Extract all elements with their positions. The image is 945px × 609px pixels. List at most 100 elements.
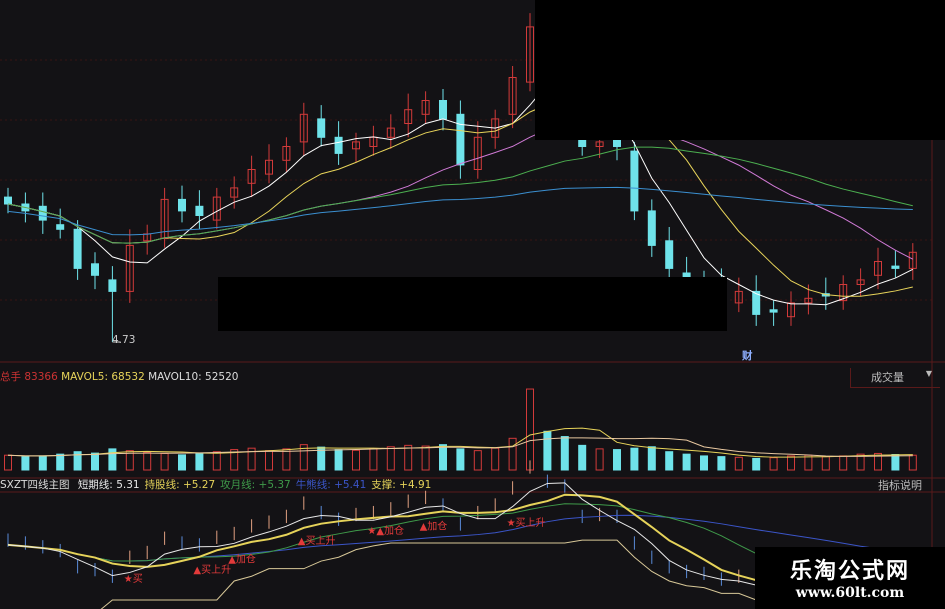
signal-label: ★买 — [124, 573, 143, 585]
volume-bar — [700, 455, 708, 471]
candle-body — [421, 100, 430, 115]
volume-bar — [821, 456, 830, 471]
volume-bar — [908, 454, 917, 471]
candle-body — [647, 210, 656, 246]
volume-bar — [4, 454, 12, 471]
volume-bar — [717, 456, 726, 471]
ma5-line — [7, 70, 914, 306]
signal-label: ▲买上升 — [298, 535, 336, 547]
volume-bar — [56, 453, 65, 471]
volume-bar — [856, 453, 865, 471]
volume-bar — [578, 444, 587, 471]
indicator-selector[interactable]: 成交量 ▼ — [850, 368, 940, 388]
volume-bar — [543, 430, 552, 471]
signal-label: ★▲加仓 — [367, 524, 404, 537]
volume-header: 总手 83366 MAVOL5: 68532 MAVOL10: 52520 — [0, 369, 238, 384]
total-volume-value: 83366 — [24, 371, 58, 383]
volume-bar — [386, 446, 395, 471]
mavol10-value: 52520 — [205, 371, 239, 383]
finance-marker[interactable]: 财 — [742, 350, 753, 362]
volume-bar — [143, 451, 152, 471]
volume-bar — [178, 454, 186, 471]
candle-body — [178, 198, 186, 212]
indicator-help-button[interactable]: 指标说明 — [878, 479, 922, 492]
watermark: 乐淘公式网 www.60lt.com — [755, 547, 945, 609]
volume-bar — [125, 450, 134, 471]
volume-bar — [299, 444, 308, 471]
candle-body — [874, 261, 882, 276]
volume-bar — [595, 448, 604, 471]
candle-body — [334, 136, 343, 154]
volume-bar — [317, 446, 326, 471]
volume-bar — [647, 446, 656, 471]
candle-body — [630, 150, 639, 212]
candle-body — [352, 141, 360, 150]
candle-body — [317, 118, 326, 138]
volume-bar — [560, 436, 569, 471]
candle-body — [456, 113, 465, 166]
candle-body — [787, 302, 795, 318]
candle-body — [212, 196, 221, 221]
candle-body — [56, 224, 65, 230]
candle-body — [404, 109, 413, 124]
mavol5-line — [7, 427, 913, 458]
volume-bar — [630, 447, 639, 471]
volume-bar — [665, 451, 674, 471]
candle-body — [856, 279, 865, 285]
volume-bar — [21, 456, 30, 471]
mavol5-label: MAVOL5: — [61, 371, 108, 383]
volume-bar — [769, 457, 778, 471]
indicator-item: 攻月线: +5.37 — [220, 479, 291, 491]
volume-bar — [282, 448, 291, 471]
indicator-name: SXZT四线主图 — [0, 479, 70, 491]
volume-bar — [334, 449, 343, 471]
candle-body — [908, 251, 917, 269]
redaction-box-middle — [218, 277, 727, 331]
volume-bar — [839, 455, 848, 471]
volume-bar — [91, 452, 99, 471]
candle-body — [665, 240, 674, 269]
candle-body — [160, 198, 169, 239]
volume-bar — [108, 448, 117, 471]
ma60-line — [7, 186, 913, 236]
candle-body — [299, 113, 308, 143]
watermark-url: www.60lt.com — [795, 585, 905, 601]
signal-label: ★买上升 — [507, 517, 546, 529]
mavol5-value: 68532 — [111, 371, 145, 383]
signal-label: ▲买上升 — [193, 564, 231, 576]
volume-bar — [421, 445, 430, 471]
candle-body — [526, 26, 534, 83]
candle-body — [891, 265, 900, 269]
volume-bar — [891, 454, 900, 471]
candle-body — [839, 284, 848, 302]
indicator-item: 短期线: 5.31 — [77, 479, 140, 491]
candle-body — [804, 297, 813, 304]
volume-bar — [752, 457, 761, 471]
candle-body — [282, 146, 291, 161]
candle-body — [752, 290, 761, 315]
volume-bar — [473, 450, 482, 471]
candle-body — [91, 263, 99, 276]
candle-body — [247, 169, 256, 184]
volume-bar — [508, 437, 517, 471]
candle-body — [108, 279, 117, 292]
candle-body — [230, 187, 239, 198]
volume-bar — [526, 388, 534, 471]
candle-body — [769, 309, 778, 313]
signal-label: ▲加仓 — [228, 552, 256, 565]
volume-bar — [160, 452, 169, 471]
low-price-label: 4.73 — [112, 334, 136, 346]
selector-label: 成交量 — [871, 371, 904, 384]
indicator-item: 牛熊线: +5.41 — [295, 479, 367, 491]
indicator-item: 支撑: +4.91 — [371, 479, 432, 491]
volume-bar — [491, 447, 500, 471]
candle-body — [734, 290, 743, 304]
candle-body — [386, 127, 395, 138]
redaction-box-top — [535, 0, 945, 140]
volume-bar — [230, 449, 239, 471]
candle-body — [4, 196, 12, 205]
ma30-line — [7, 146, 913, 244]
signal-label: ▲加仓 — [420, 520, 448, 533]
volume-bar — [195, 453, 204, 471]
candle-body — [508, 77, 517, 115]
